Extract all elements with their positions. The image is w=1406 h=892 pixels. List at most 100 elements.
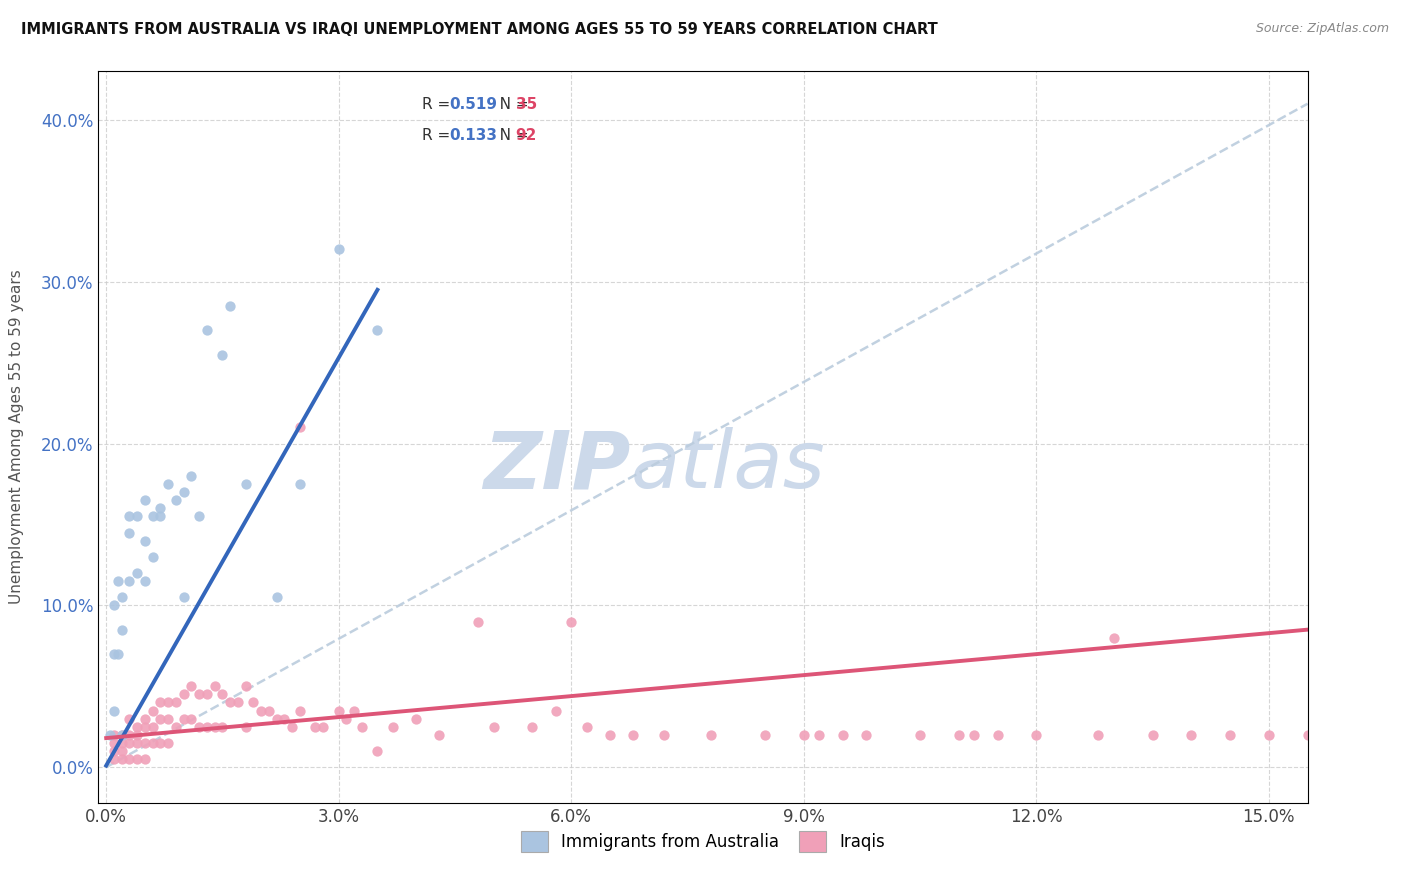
- Text: 35: 35: [516, 96, 537, 112]
- Text: 92: 92: [516, 128, 537, 144]
- Point: [235, 720, 257, 734]
- Point: [343, 704, 366, 718]
- Point: [103, 744, 125, 758]
- Point: [204, 679, 226, 693]
- Point: [235, 477, 257, 491]
- Point: [226, 696, 249, 710]
- Text: IMMIGRANTS FROM AUSTRALIA VS IRAQI UNEMPLOYMENT AMONG AGES 55 TO 59 YEARS CORREL: IMMIGRANTS FROM AUSTRALIA VS IRAQI UNEMP…: [21, 22, 938, 37]
- Point: [103, 704, 125, 718]
- Point: [700, 728, 723, 742]
- Text: 0.519: 0.519: [449, 96, 498, 112]
- Point: [219, 299, 242, 313]
- Point: [808, 728, 831, 742]
- Point: [211, 347, 233, 361]
- Point: [257, 704, 280, 718]
- Point: [149, 736, 172, 750]
- Text: N =: N =: [485, 128, 534, 144]
- Point: [127, 728, 149, 742]
- Point: [134, 712, 156, 726]
- Point: [127, 566, 149, 580]
- Point: [142, 549, 165, 564]
- Point: [134, 736, 156, 750]
- Point: [111, 728, 134, 742]
- Point: [188, 687, 211, 701]
- Point: [235, 679, 257, 693]
- Point: [118, 752, 141, 766]
- Point: [142, 736, 165, 750]
- Point: [134, 574, 156, 588]
- Point: [134, 493, 156, 508]
- Point: [288, 420, 311, 434]
- Point: [754, 728, 776, 742]
- Point: [173, 591, 195, 605]
- Point: [288, 477, 311, 491]
- Point: [157, 736, 180, 750]
- Point: [118, 736, 141, 750]
- Point: [157, 477, 180, 491]
- Point: [142, 509, 165, 524]
- Point: [273, 712, 295, 726]
- Point: [281, 720, 304, 734]
- Point: [211, 720, 233, 734]
- Text: 0.133: 0.133: [449, 128, 498, 144]
- Point: [219, 696, 242, 710]
- Point: [107, 647, 129, 661]
- Point: [211, 687, 233, 701]
- Point: [142, 704, 165, 718]
- Point: [855, 728, 877, 742]
- Point: [134, 533, 156, 548]
- Y-axis label: Unemployment Among Ages 55 to 59 years: Unemployment Among Ages 55 to 59 years: [10, 269, 24, 605]
- Point: [118, 574, 141, 588]
- Text: ZIP: ZIP: [484, 427, 630, 506]
- Point: [118, 712, 141, 726]
- Point: [127, 720, 149, 734]
- Point: [103, 736, 125, 750]
- Point: [195, 720, 218, 734]
- Point: [599, 728, 621, 742]
- Point: [328, 243, 350, 257]
- Point: [103, 728, 125, 742]
- Point: [157, 712, 180, 726]
- Point: [111, 728, 134, 742]
- Point: [111, 736, 134, 750]
- Point: [544, 704, 567, 718]
- Point: [621, 728, 644, 742]
- Text: atlas: atlas: [630, 427, 825, 506]
- Point: [204, 720, 226, 734]
- Text: R =: R =: [422, 96, 456, 112]
- Point: [127, 752, 149, 766]
- Point: [173, 712, 195, 726]
- Point: [180, 469, 202, 483]
- Point: [165, 696, 187, 710]
- Point: [522, 720, 544, 734]
- Point: [173, 687, 195, 701]
- Point: [103, 752, 125, 766]
- Point: [111, 744, 134, 758]
- Point: [134, 752, 156, 766]
- Point: [482, 720, 505, 734]
- Point: [793, 728, 815, 742]
- Point: [1296, 728, 1319, 742]
- Point: [180, 679, 202, 693]
- Point: [195, 687, 218, 701]
- Point: [963, 728, 986, 742]
- Point: [1257, 728, 1279, 742]
- Point: [165, 493, 187, 508]
- Point: [149, 509, 172, 524]
- Point: [831, 728, 853, 742]
- Point: [1180, 728, 1202, 742]
- Point: [908, 728, 931, 742]
- Point: [312, 720, 335, 734]
- Point: [1025, 728, 1047, 742]
- Point: [195, 323, 218, 337]
- Legend: Immigrants from Australia, Iraqis: Immigrants from Australia, Iraqis: [513, 822, 893, 860]
- Point: [366, 323, 388, 337]
- Point: [180, 712, 202, 726]
- Point: [127, 509, 149, 524]
- Point: [467, 615, 489, 629]
- Point: [405, 712, 427, 726]
- Point: [1102, 631, 1125, 645]
- Point: [560, 615, 582, 629]
- Point: [250, 704, 273, 718]
- Point: [173, 485, 195, 500]
